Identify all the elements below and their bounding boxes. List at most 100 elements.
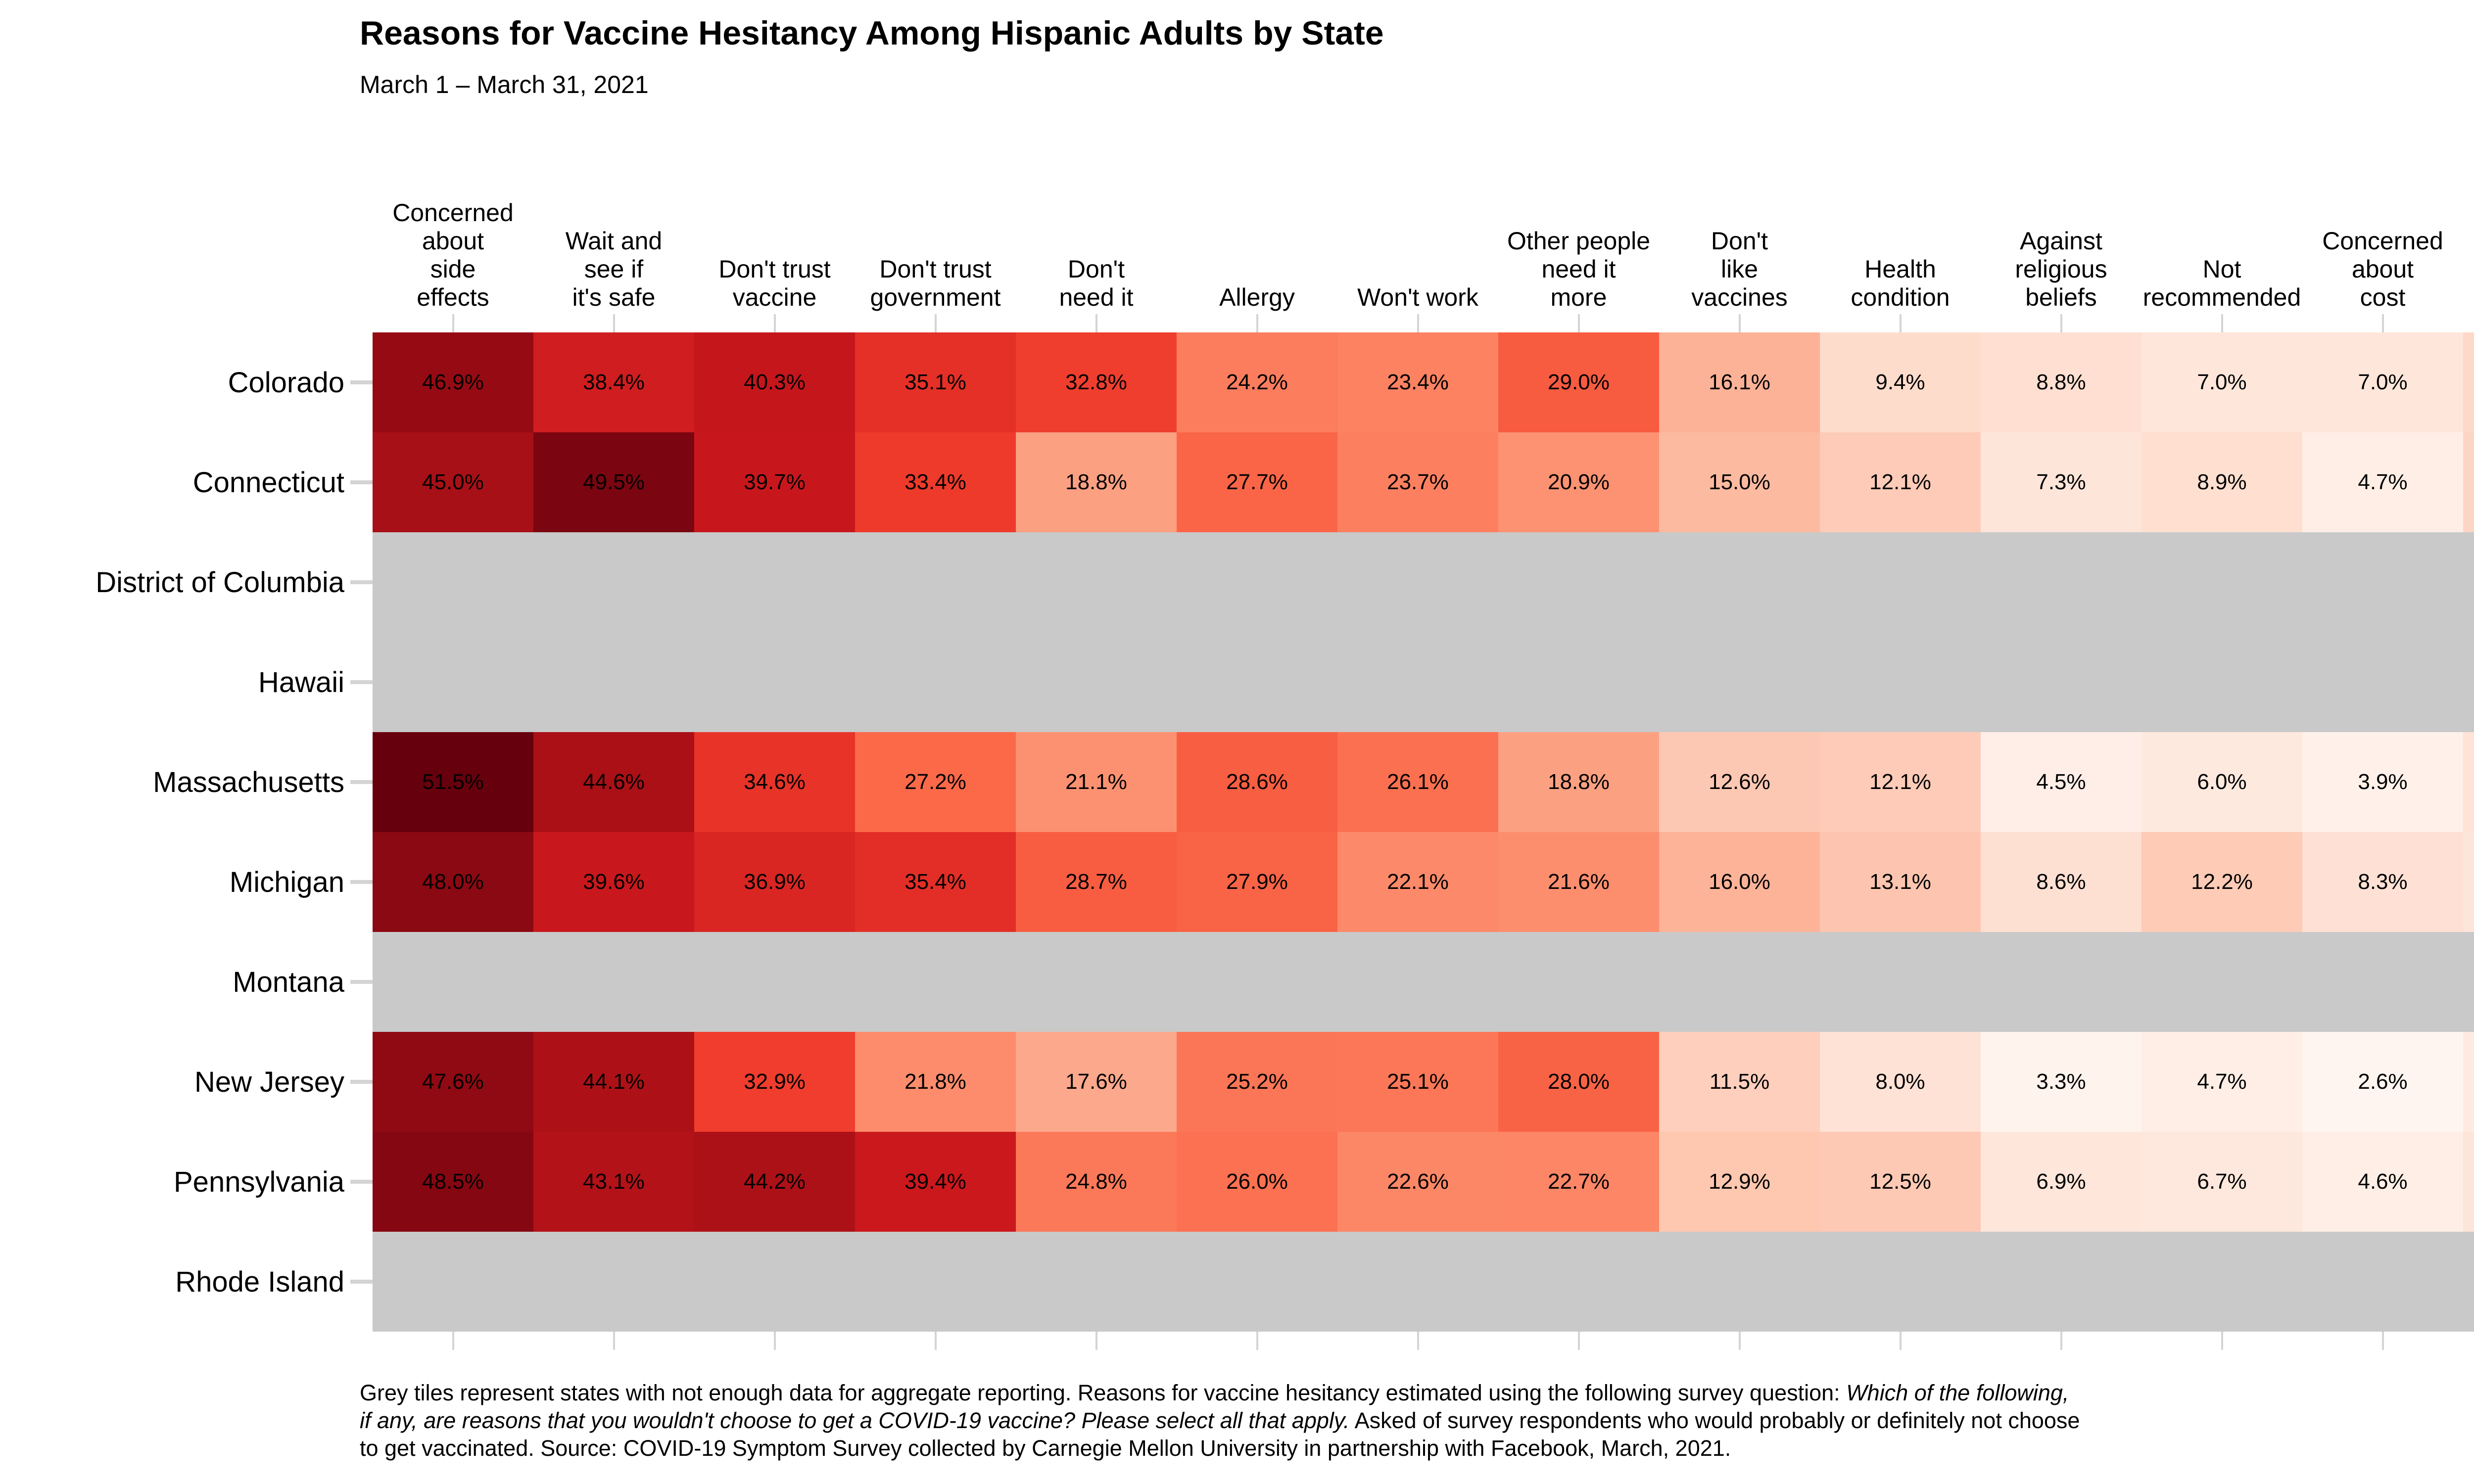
row-label-cell: District of Columbia (0, 532, 373, 632)
axis-tick (1417, 314, 1419, 332)
tile-value: 34.6% (744, 770, 806, 794)
axis-tick (2221, 1332, 2223, 1350)
axis-tick (2060, 1332, 2062, 1350)
axis-tick (350, 580, 373, 584)
heatmap-tile: 28.6% (1177, 732, 1337, 832)
heatmap-tile: 7.0% (2141, 332, 2302, 432)
heatmap-tile: 40.3% (694, 332, 855, 432)
axis-tick (613, 314, 615, 332)
axis-tick (2221, 314, 2223, 332)
heatmap-tile: 28.0% (1498, 1032, 1659, 1132)
tile-value: 39.7% (744, 470, 806, 494)
column-header: Other people need it more (1507, 227, 1651, 311)
heatmap-tile: 26.1% (1337, 732, 1498, 832)
axis-tick (1739, 1332, 1741, 1350)
tile-value: 26.1% (1387, 770, 1449, 794)
row-label-cell: New Jersey (0, 1032, 373, 1132)
footnote-line: if any, are reasons that you wouldn't ch… (360, 1407, 2080, 1435)
heatmap-tile: 3.9% (2302, 732, 2463, 832)
heatmap-tile: 39.7% (694, 432, 855, 532)
tile-value: 7.0% (2358, 370, 2408, 394)
tile-value: 7.3% (2036, 470, 2086, 494)
tile-value: 21.6% (1548, 870, 1610, 894)
tile-value: 32.9% (744, 1069, 806, 1094)
tile-value: 13.1% (1869, 870, 1931, 894)
column-header: Wait and see if it's safe (565, 227, 663, 311)
row-label-cell: Hawaii (0, 632, 373, 732)
column-header: Won't work (1357, 283, 1478, 311)
heatmap-tile: 51.5% (373, 732, 533, 832)
tile-value: 27.9% (1226, 870, 1288, 894)
tile-value: 4.7% (2358, 470, 2408, 494)
heatmap-tile: 43.1% (533, 1132, 694, 1232)
no-data-band (373, 1232, 2474, 1332)
footnote-segment: if any, are reasons that you wouldn't ch… (360, 1408, 1350, 1433)
heatmap-tile: 7.0% (2302, 332, 2463, 432)
heatmap-tile: 21.6% (1498, 832, 1659, 932)
heatmap-tile: 24.2% (1177, 332, 1337, 432)
tile-value: 4.5% (2036, 770, 2086, 794)
tile-value: 17.6% (1065, 1069, 1127, 1094)
tile-value: 12.9% (1709, 1169, 1770, 1194)
chart-subtitle: March 1 – March 31, 2021 (360, 71, 649, 98)
axis-tick (350, 1180, 373, 1184)
row-label: Michigan (229, 866, 344, 898)
tile-value: 46.9% (422, 370, 484, 394)
column-header: Against religious beliefs (2015, 227, 2107, 311)
heatmap-tile: 27.7% (1177, 432, 1337, 532)
tile-value: 26.0% (1226, 1169, 1288, 1194)
row-label: New Jersey (194, 1066, 344, 1098)
tile-value: 4.7% (2197, 1069, 2247, 1094)
tile-value: 12.1% (1869, 470, 1931, 494)
heatmap-tile: 18.8% (1498, 732, 1659, 832)
heatmap-tile: 35.1% (855, 332, 1016, 432)
row-label: Pennsylvania (174, 1165, 344, 1198)
heatmap-tile: 44.2% (694, 1132, 855, 1232)
axis-tick (613, 1332, 615, 1350)
heatmap-tile: 8.9% (2141, 432, 2302, 532)
tile-value: 22.6% (1387, 1169, 1449, 1194)
heatmap-tile: 17.6% (1016, 1032, 1177, 1132)
tile-value: 7.0% (2197, 370, 2247, 394)
heatmap-tile: 36.9% (694, 832, 855, 932)
column-header: Health condition (1851, 255, 1950, 311)
row-label-cell: Pennsylvania (0, 1132, 373, 1232)
tile-value: 24.2% (1226, 370, 1288, 394)
axis-tick (350, 380, 373, 384)
heatmap-tile: 7.3% (2463, 1132, 2474, 1232)
heatmap-tile: 12.9% (1659, 1132, 1820, 1232)
column-header: Don't trust vaccine (718, 255, 831, 311)
row-label-cell: Rhode Island (0, 1232, 373, 1332)
row-label: District of Columbia (95, 566, 344, 599)
tile-value: 38.4% (583, 370, 645, 394)
axis-tick (350, 1280, 373, 1284)
row-label: Hawaii (258, 666, 344, 698)
tile-value: 16.1% (1709, 370, 1770, 394)
heatmap-tile: 2.6% (2302, 1032, 2463, 1132)
heatmap-tile: 48.0% (373, 832, 533, 932)
row-label-cell: Montana (0, 932, 373, 1032)
tile-value: 28.6% (1226, 770, 1288, 794)
tile-value: 28.0% (1548, 1069, 1610, 1094)
column-headers: Concerned about side effects Wait and see… (373, 153, 2474, 312)
tile-value: 39.4% (904, 1169, 966, 1194)
axis-tick (1095, 1332, 1097, 1350)
row-label: Massachusetts (153, 766, 344, 798)
row-label-cell: Massachusetts (0, 732, 373, 832)
tile-value: 2.6% (2358, 1069, 2408, 1094)
footnote-segment: Asked of survey respondents who would pr… (1349, 1408, 2080, 1433)
heatmap-tile: 27.9% (1177, 832, 1337, 932)
heatmap-tile: 10.5% (2463, 432, 2474, 532)
axis-tick (774, 314, 776, 332)
tile-value: 12.6% (1709, 770, 1770, 794)
axis-tick (1256, 314, 1258, 332)
axis-tick (350, 780, 373, 784)
tile-value: 33.4% (904, 470, 966, 494)
no-data-band (373, 632, 2474, 732)
axis-tick (1417, 1332, 1419, 1350)
heatmap-tile: 44.6% (533, 732, 694, 832)
tile-value: 24.8% (1065, 1169, 1127, 1194)
heatmap-tile: 22.7% (1498, 1132, 1659, 1232)
heatmap-tile: 33.4% (855, 432, 1016, 532)
axis-tick (1095, 314, 1097, 332)
